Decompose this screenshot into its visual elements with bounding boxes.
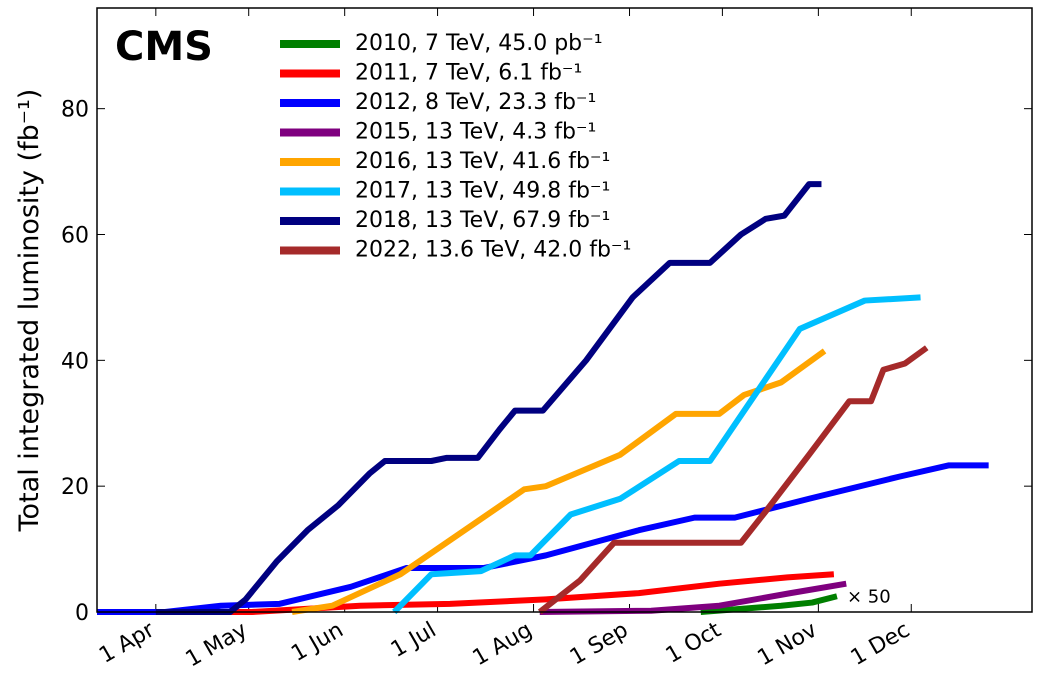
y-tick-label: 0 [75,601,89,626]
x-tick-label: 1 Nov [754,618,822,672]
y-tick-label: 20 [61,475,89,500]
legend-label: 2011, 7 TeV, 6.1 fb⁻¹ [355,61,582,86]
series-line [700,593,838,615]
legend-label: 2022, 13.6 TeV, 42.0 fb⁻¹ [355,238,631,263]
plot-frame [96,7,1033,613]
y-tick-label: 80 [61,98,89,123]
y-tick-label: 40 [61,349,89,374]
series-line [155,181,822,615]
series-line [537,345,929,615]
x-tick-label: 1 Jul [387,618,441,663]
legend-label: 2012, 8 TeV, 23.3 fb⁻¹ [355,90,596,115]
y-tick-label: 60 [61,224,89,249]
x-tick-label: 1 Dec [847,618,915,671]
series-line [97,571,835,615]
cms-label: CMS [115,24,213,70]
legend-label: 2010, 7 TeV, 45.0 pb⁻¹ [355,31,603,56]
legend-label: 2018, 13 TeV, 67.9 fb⁻¹ [355,208,610,233]
series-line [539,580,847,615]
scale-annotation: × 50 [847,586,891,607]
x-tick-label: 1 Oct [662,617,726,668]
x-tick-label: 1 May [182,618,252,673]
x-tick-label: 1 Jun [287,618,347,667]
x-tick-label: 1 Aug [469,618,537,672]
series-line [392,294,921,615]
y-axis-label: Total integrated luminosity (fb⁻¹) [14,89,45,533]
legend-label: 2017, 13 TeV, 49.8 fb⁻¹ [355,179,610,204]
x-tick-label: 1 Apr [95,617,159,669]
legend-label: 2016, 13 TeV, 41.6 fb⁻¹ [355,149,610,174]
legend-label: 2015, 13 TeV, 4.3 fb⁻¹ [355,120,596,145]
x-tick-label: 1 Sep [566,618,633,671]
